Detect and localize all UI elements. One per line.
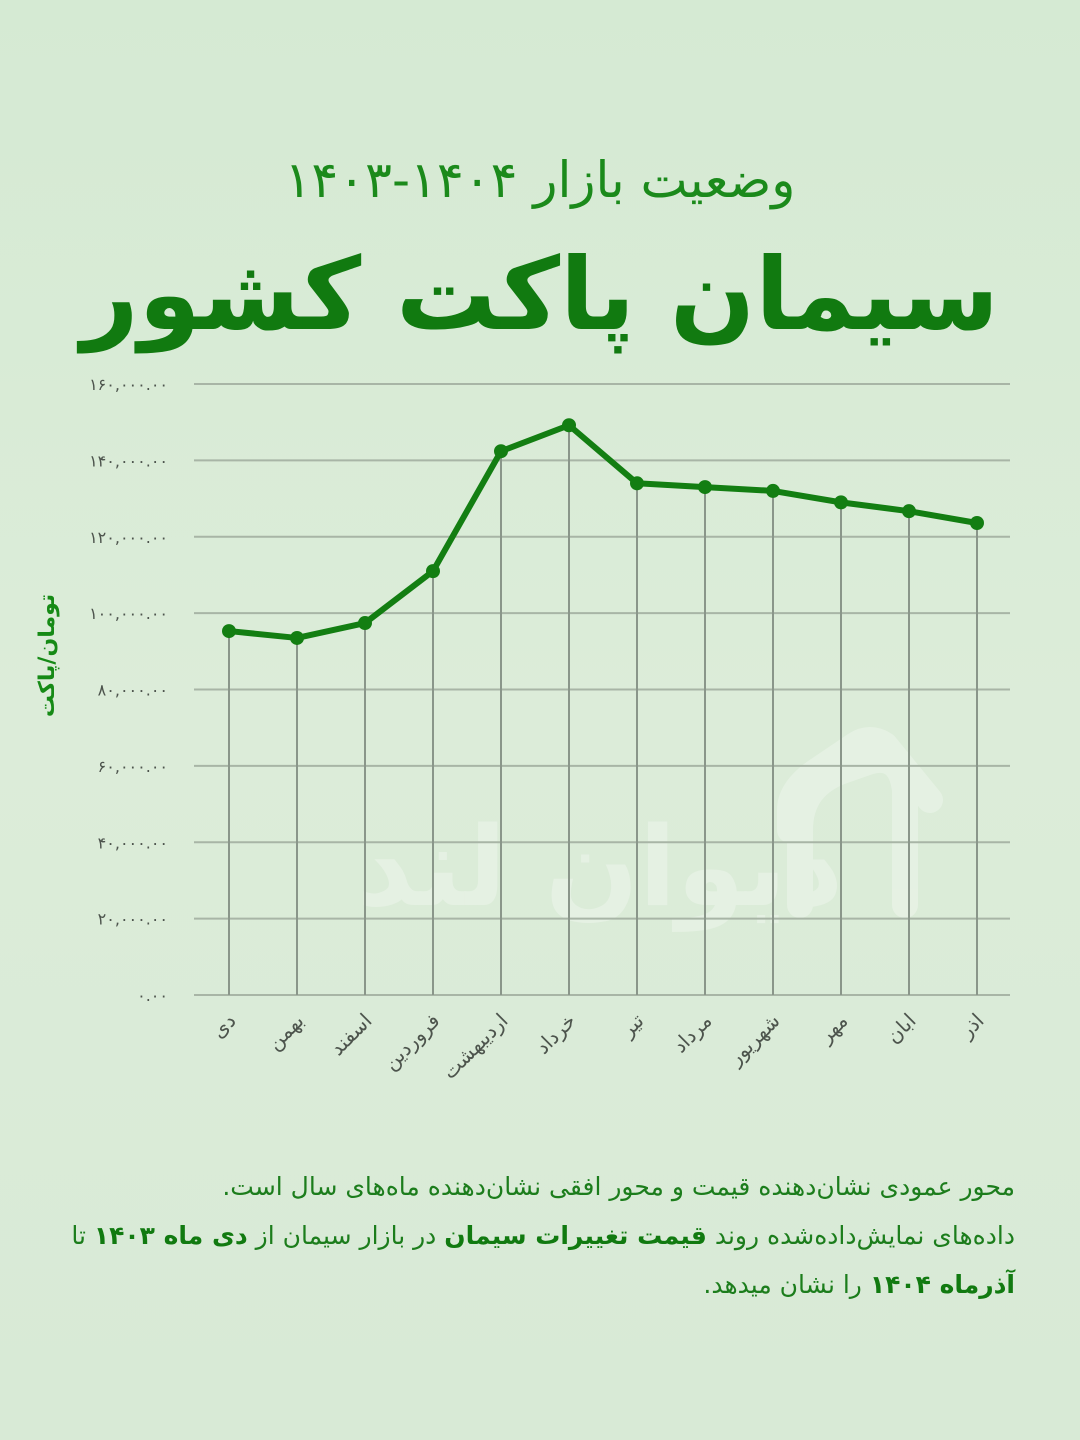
y-tick-label: ۱۰۰,۰۰۰.۰۰ <box>89 604 168 623</box>
x-tick-label: ابان <box>881 1009 921 1049</box>
data-point <box>494 444 508 459</box>
house-icon <box>777 727 943 918</box>
data-point <box>562 418 576 433</box>
watermark-text: دیوان لند <box>357 803 843 932</box>
data-point <box>834 495 848 510</box>
data-point <box>698 480 712 495</box>
x-tick-label: مهر <box>813 1009 853 1049</box>
watermark: دیوان لند <box>357 727 943 932</box>
line-chart: دیوان لند ۰.۰۰ ۲۰,۰۰۰.۰۰ ۴۰,۰۰۰.۰۰ ۶۰,۰۰۰.۰… <box>89 375 1010 1084</box>
data-point <box>290 630 304 645</box>
y-axis-ticks: ۰.۰۰ ۲۰,۰۰۰.۰۰ ۴۰,۰۰۰.۰۰ ۶۰,۰۰۰.۰۰ ۸۰,۰۰۰.۰۰… <box>89 375 168 1005</box>
x-tick-label: دی <box>206 1009 240 1043</box>
desc-text: تا <box>71 1221 94 1250</box>
y-tick-label: ۲۰,۰۰۰.۰۰ <box>98 910 168 929</box>
data-point <box>766 483 780 498</box>
y-tick-label: ۱۶۰,۰۰۰.۰۰ <box>89 375 168 394</box>
x-tick-label: تیر <box>615 1009 649 1043</box>
desc-highlight-price: قیمت تغییرات سیمان <box>444 1221 707 1250</box>
chart-title: سیمان پاکت کشور <box>80 236 1001 353</box>
x-tick-label: مرداد <box>668 1009 717 1058</box>
data-point <box>222 624 236 639</box>
desc-highlight-end: آذرماه ۱۴۰۴ <box>869 1270 1015 1299</box>
drop-lines <box>228 425 978 995</box>
data-point <box>902 504 916 519</box>
y-tick-label: ۱۲۰,۰۰۰.۰۰ <box>89 528 168 547</box>
gridlines <box>194 383 1010 996</box>
data-point <box>426 564 440 579</box>
data-point <box>630 476 644 491</box>
chart-subtitle: وضعیت بازار ۱۴۰۴-۱۴۰۳ <box>284 151 796 209</box>
description-line-2: داده‌های نمایش‌داده‌شده روند قیمت تغییرا… <box>60 1211 1015 1309</box>
y-tick-label: ۸۰,۰۰۰.۰۰ <box>98 681 168 700</box>
x-tick-label: اذر <box>954 1009 989 1044</box>
desc-text: داده‌های نمایش‌داده‌شده روند <box>706 1221 1015 1250</box>
x-tick-label: فروردین <box>378 1009 444 1075</box>
x-tick-label: اردیبهشت <box>437 1009 512 1084</box>
y-tick-label: ۴۰,۰۰۰.۰۰ <box>98 833 168 852</box>
y-tick-label: ۶۰,۰۰۰.۰۰ <box>98 757 168 776</box>
data-markers <box>222 418 984 645</box>
y-axis-label-text: تومان/پاکت <box>35 593 61 717</box>
data-point <box>970 516 984 531</box>
data-point <box>358 616 372 631</box>
y-axis-label: تومان/پاکت <box>18 560 78 750</box>
x-tick-label: شهریور <box>723 1009 785 1071</box>
desc-highlight-start: دی ماه ۱۴۰۳ <box>93 1221 248 1250</box>
x-tick-label: اسفند <box>325 1009 377 1061</box>
desc-text: را نشان میدهد. <box>703 1270 870 1299</box>
description-line-1: محور عمودی نشان‌دهنده قیمت و محور افقی ن… <box>222 1172 1015 1201</box>
x-tick-label: بهمن <box>262 1009 308 1055</box>
x-tick-label: خرداد <box>530 1009 580 1059</box>
desc-text: در بازار سیمان از <box>247 1221 445 1250</box>
description: محور عمودی نشان‌دهنده قیمت و محور افقی ن… <box>60 1162 1015 1309</box>
series-line <box>226 422 980 641</box>
y-tick-label: ۰.۰۰ <box>137 986 168 1005</box>
y-tick-label: ۱۴۰,۰۰۰.۰۰ <box>89 451 168 470</box>
